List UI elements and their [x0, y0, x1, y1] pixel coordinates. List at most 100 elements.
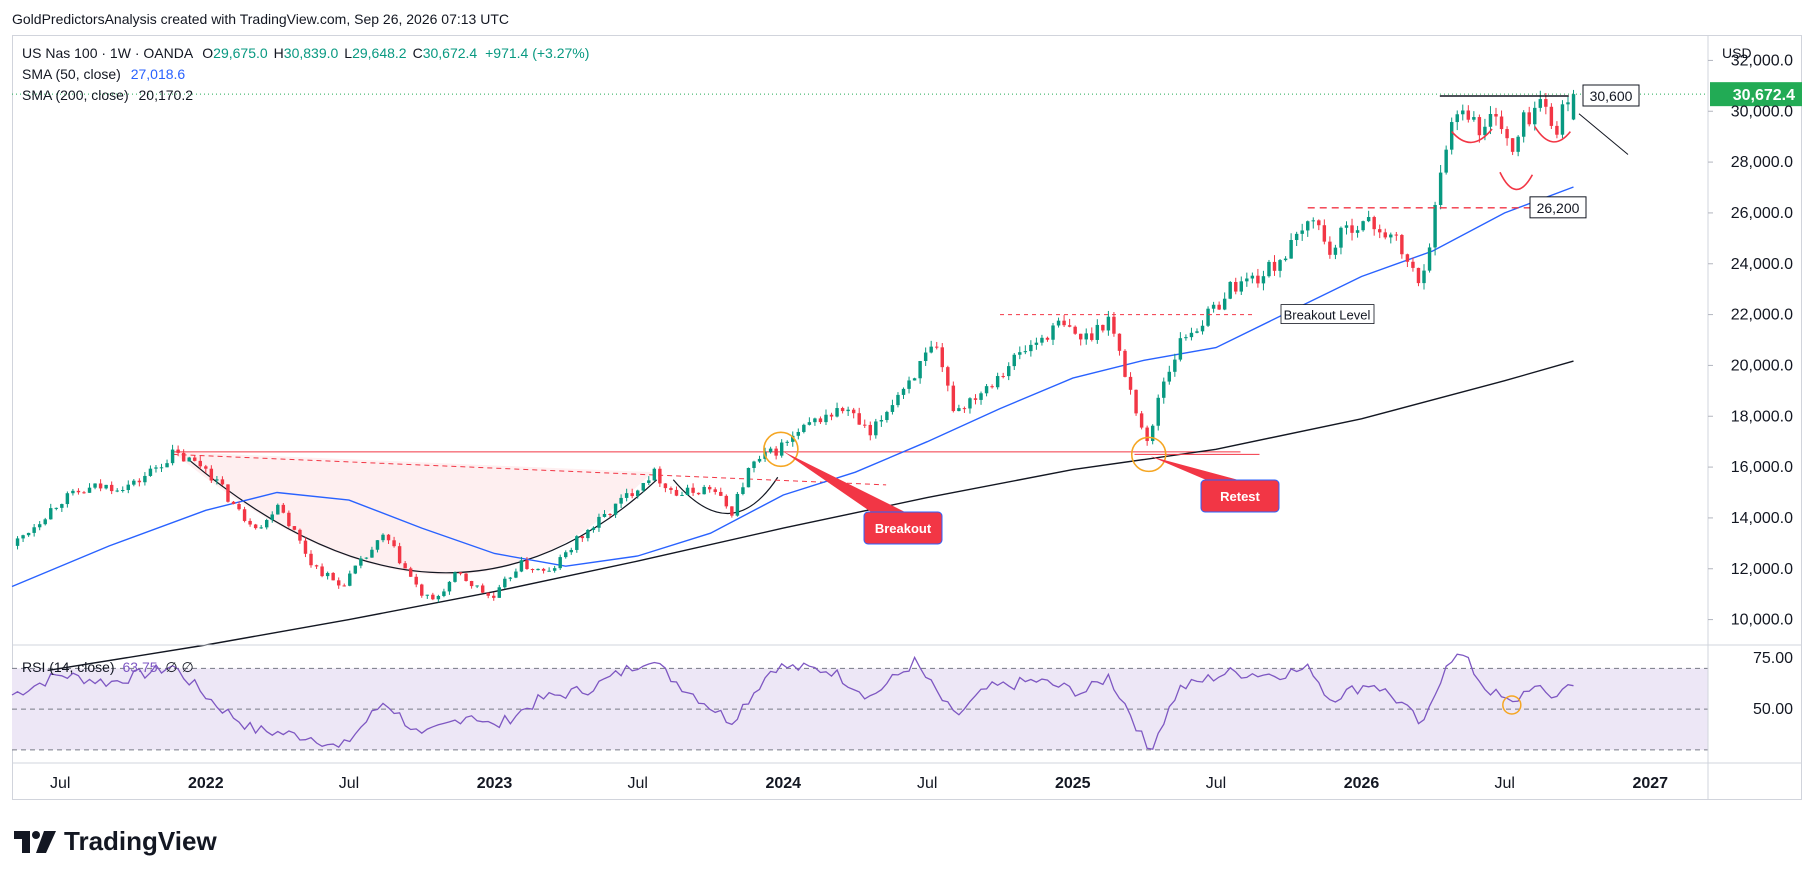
candle-body	[26, 532, 31, 536]
candle-body	[1195, 331, 1199, 333]
candle-body	[480, 585, 485, 593]
candle-body	[469, 580, 474, 587]
candle-body	[143, 475, 147, 483]
left-shoulder-arc	[1451, 128, 1493, 144]
candle-body	[486, 592, 490, 596]
candle-body	[1283, 258, 1288, 261]
time-tick-label: 2023	[477, 775, 513, 792]
candle-body	[1206, 308, 1210, 326]
price-tick-label: 14,000.0	[1731, 510, 1793, 527]
candle-body	[464, 573, 468, 581]
price-change: +971.4 (+3.27%)	[485, 45, 590, 61]
candle-body	[1073, 326, 1077, 334]
candle-body	[1067, 325, 1072, 327]
candle-body	[270, 514, 274, 521]
candle-body	[713, 489, 717, 492]
symbol-legend[interactable]: US Nas 100 · 1W · OANDA O29,675.0 H30,839…	[22, 45, 589, 61]
handle-arc	[672, 476, 779, 514]
price-tick-label: 26,000.0	[1731, 205, 1793, 222]
rsi-legend[interactable]: RSI (14, close) 63.75 ∅ ∅	[22, 659, 194, 676]
head-arc	[1499, 171, 1534, 191]
time-tick-label: Jul	[1206, 775, 1226, 792]
sma-layer	[11, 186, 1574, 672]
candle-body	[336, 580, 341, 586]
sma50-legend[interactable]: SMA (50, close) 27,018.6	[22, 66, 185, 82]
candle-body	[1361, 221, 1365, 231]
candle-body	[1366, 217, 1371, 222]
candle-body	[851, 409, 856, 414]
candle-body	[121, 490, 125, 492]
candle-body	[724, 495, 729, 507]
candle-body	[148, 468, 153, 476]
candle-body	[768, 448, 773, 453]
time-tick-label: 2027	[1632, 775, 1668, 792]
candle-body	[1189, 332, 1194, 338]
candle-body	[613, 503, 618, 515]
candle-body	[181, 452, 186, 462]
candle-body	[259, 527, 263, 529]
rsi-label: RSI (14, close)	[22, 659, 115, 675]
candle-body	[287, 512, 291, 527]
candle-body	[492, 595, 496, 598]
candle-body	[403, 563, 407, 569]
candle-body	[1056, 320, 1061, 326]
candle-body	[863, 424, 867, 426]
candle-body	[1372, 217, 1376, 230]
candle-body	[325, 572, 330, 577]
candle-body	[1383, 232, 1387, 238]
candle-body	[43, 519, 47, 525]
candle-body	[60, 504, 64, 508]
candle-body	[979, 393, 983, 400]
candle-body	[1128, 376, 1133, 390]
candle-body	[1261, 276, 1266, 284]
candle-body	[1405, 254, 1410, 262]
candle-body	[1510, 138, 1515, 152]
candle-body	[569, 549, 573, 553]
right-shoulder-arc	[1534, 126, 1571, 143]
candle-body	[176, 449, 180, 453]
candle-body	[1051, 325, 1055, 340]
candle-body	[575, 536, 579, 550]
candle-body	[375, 540, 380, 550]
sma50-label: SMA (50, close)	[22, 66, 121, 82]
candle-body	[591, 527, 596, 530]
tradingview-logo[interactable]: TradingView	[14, 826, 217, 857]
ohlc-h: H30,839.0	[273, 45, 339, 61]
candle-body	[635, 490, 640, 497]
candle-body	[170, 449, 175, 464]
rsi-line	[11, 653, 1574, 750]
candle-body	[514, 571, 518, 578]
candle-body	[408, 568, 413, 577]
candle-body	[907, 380, 911, 389]
candle-body	[868, 424, 873, 436]
candle-body	[1328, 241, 1332, 255]
candle-body	[1001, 376, 1005, 378]
candle-body	[104, 484, 108, 489]
price-tick-label: 10,000.0	[1731, 612, 1793, 629]
candle-body	[292, 526, 297, 530]
candle-body	[1516, 136, 1520, 152]
candle-body	[342, 585, 346, 587]
candle-body	[785, 441, 789, 443]
price-tick-label: 24,000.0	[1731, 256, 1793, 273]
sma200-legend[interactable]: SMA (200, close) 20,170.2	[22, 87, 193, 103]
candle-body	[1211, 304, 1216, 309]
candle-body	[126, 484, 131, 491]
candle-body	[608, 513, 612, 515]
candle-body	[1012, 354, 1016, 367]
candle-body	[547, 570, 551, 572]
candle-body	[298, 529, 302, 541]
current-price-label: 30,672.4	[1733, 87, 1795, 104]
candle-body	[1145, 427, 1149, 442]
candle-body	[525, 560, 529, 570]
candle-body	[109, 484, 114, 492]
candle-body	[1184, 337, 1188, 339]
retest-callout-box	[1200, 479, 1280, 513]
candle-body	[436, 595, 441, 600]
candle-body	[647, 480, 651, 483]
candle-body	[929, 346, 933, 353]
retest-callout-circle	[1130, 436, 1167, 473]
breakout-callout-circle	[763, 431, 799, 468]
candle-body	[1350, 225, 1354, 233]
